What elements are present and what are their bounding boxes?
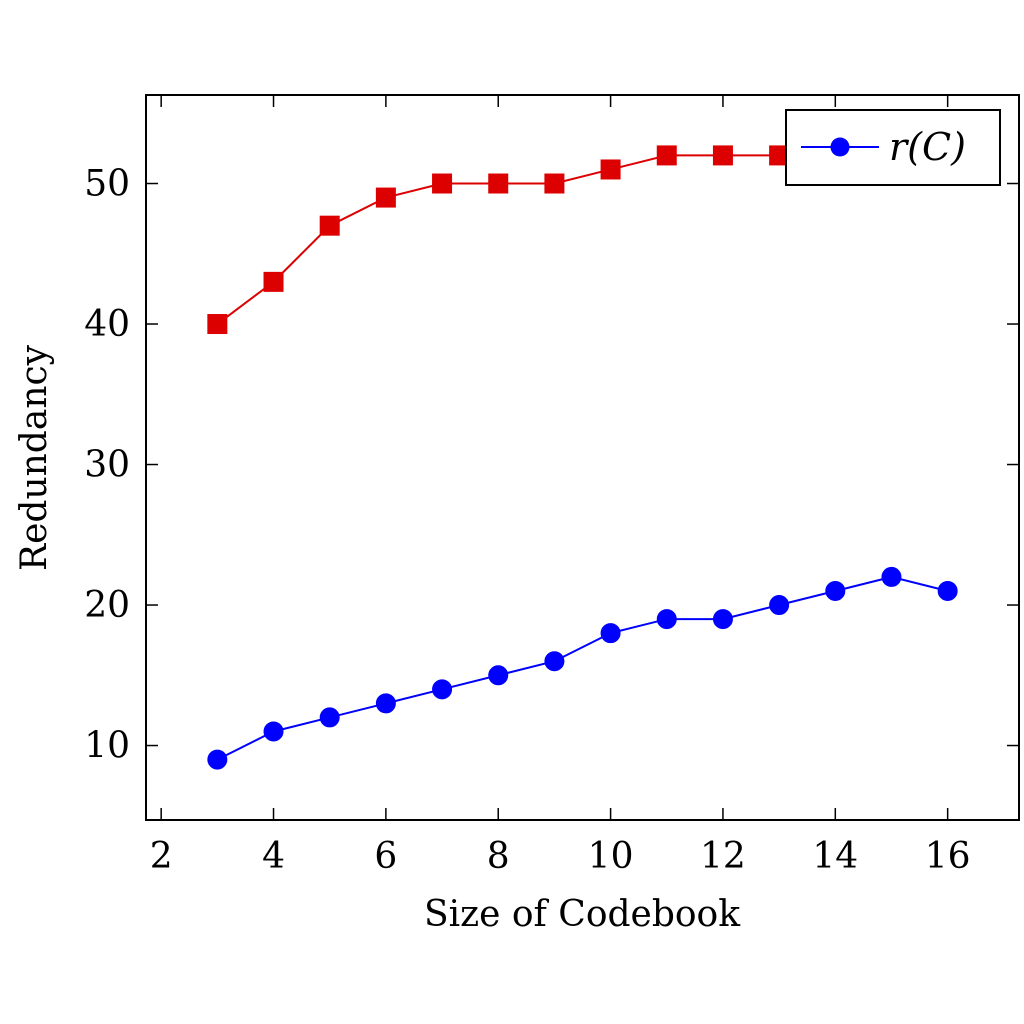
x-tick-label: 6 bbox=[374, 836, 397, 877]
data-point bbox=[263, 271, 284, 292]
legend: r(C) bbox=[785, 109, 1001, 186]
data-point bbox=[656, 145, 677, 166]
x-tick-label: 8 bbox=[487, 836, 510, 877]
x-tick-label: 10 bbox=[588, 836, 634, 877]
y-tick-label: 50 bbox=[84, 164, 130, 205]
data-point bbox=[881, 566, 902, 587]
data-point bbox=[937, 580, 958, 601]
data-point bbox=[207, 749, 228, 770]
data-point bbox=[769, 595, 790, 616]
x-axis-label: Size of Codebook bbox=[424, 894, 741, 935]
data-point bbox=[600, 623, 621, 644]
data-point bbox=[432, 173, 453, 194]
data-point bbox=[263, 721, 284, 742]
plot-frame bbox=[145, 94, 1020, 821]
axis-tick-labels: 2 4 6 8 10 12 14 16 10 20 30 40 50 bbox=[84, 164, 970, 877]
data-point bbox=[319, 215, 340, 236]
data-point bbox=[600, 159, 621, 180]
y-tick-label: 10 bbox=[84, 726, 130, 767]
x-tick-label: 2 bbox=[150, 836, 173, 877]
y-tick-label: 40 bbox=[84, 304, 130, 345]
data-point bbox=[712, 609, 733, 630]
legend-label: r(C) bbox=[889, 125, 966, 169]
axis-ticks bbox=[146, 95, 1019, 820]
y-tick-label: 30 bbox=[84, 445, 130, 486]
data-point bbox=[488, 665, 509, 686]
x-tick-label: 4 bbox=[262, 836, 285, 877]
data-point bbox=[544, 651, 565, 672]
data-point bbox=[319, 707, 340, 728]
data-point bbox=[712, 145, 733, 166]
x-tick-label: 16 bbox=[925, 836, 971, 877]
data-point bbox=[375, 187, 396, 208]
series-1 bbox=[207, 566, 958, 770]
data-point bbox=[825, 580, 846, 601]
data-point bbox=[656, 609, 677, 630]
data-point bbox=[375, 693, 396, 714]
series-2 bbox=[207, 145, 790, 335]
x-tick-label: 14 bbox=[812, 836, 858, 877]
x-tick-label: 12 bbox=[700, 836, 746, 877]
y-tick-label: 20 bbox=[84, 585, 130, 626]
data-point bbox=[544, 173, 565, 194]
legend-marker bbox=[830, 137, 850, 157]
data-point bbox=[488, 173, 509, 194]
data-point bbox=[207, 314, 228, 335]
data-point bbox=[432, 679, 453, 700]
series-layer bbox=[207, 145, 958, 770]
y-axis-label: Redundancy bbox=[14, 344, 55, 571]
